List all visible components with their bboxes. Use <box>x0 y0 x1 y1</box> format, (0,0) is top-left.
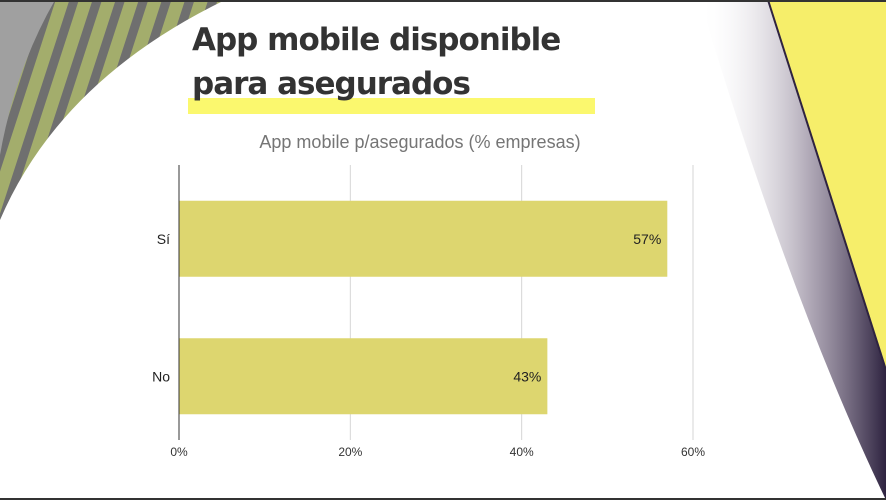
chart-title: App mobile p/asegurados (% empresas) <box>259 132 581 152</box>
x-tick-label: 40% <box>510 445 534 459</box>
x-tick-label: 20% <box>338 445 362 459</box>
x-tick-label: 0% <box>170 445 188 459</box>
gray-curve-shape <box>0 0 55 155</box>
bar <box>179 338 548 415</box>
title-line-1: App mobile disponible <box>192 22 561 58</box>
data-label: 43% <box>513 368 541 384</box>
title-highlight <box>188 98 595 114</box>
page-curl-shadow <box>700 0 886 500</box>
category-label: No <box>152 368 170 384</box>
top-border <box>0 0 886 2</box>
category-label: Sí <box>157 231 170 247</box>
title-line-2: para asegurados <box>192 66 471 102</box>
bottom-border <box>0 498 886 500</box>
bar <box>179 200 668 277</box>
slide-title: App mobile disponible para asegurados <box>192 18 561 106</box>
striped-curve-shape <box>0 0 225 220</box>
x-tick-label: 60% <box>681 445 705 459</box>
data-label: 57% <box>633 231 661 247</box>
